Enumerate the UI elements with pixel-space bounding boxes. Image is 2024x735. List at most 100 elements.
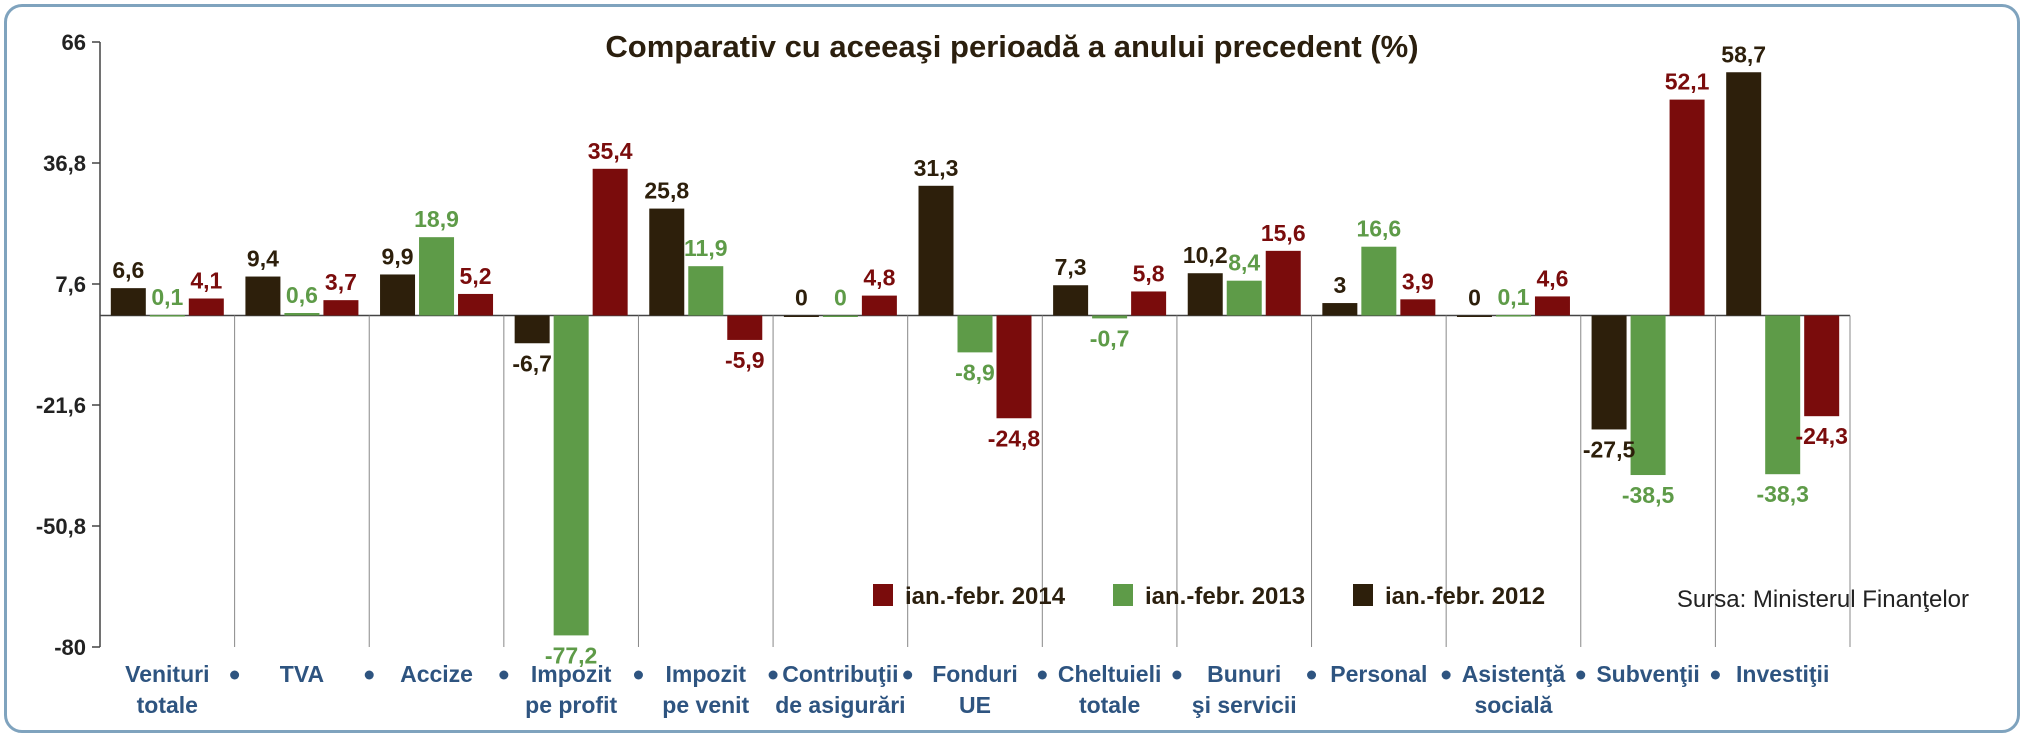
category-label: Personal [1330,661,1427,687]
bar [1187,273,1223,316]
bar [649,208,685,316]
data-label: -0,7 [1090,325,1130,351]
category-label: socială [1474,692,1552,718]
category-label: Cheltuieli [1058,661,1162,687]
bar [688,266,724,316]
bar [1053,285,1089,316]
bar [1131,291,1167,316]
category-label: TVA [280,661,324,687]
y-tick-label: 66 [62,30,86,55]
separator-dot [499,670,509,680]
separator-dot [364,670,374,680]
data-label: 0 [834,284,847,310]
category-label: Impozit [531,661,612,687]
bar [245,276,281,316]
chart-title: Comparativ cu aceeaşi perioadă a anului … [605,29,1418,64]
data-label: 4,1 [190,268,222,294]
data-label: -38,3 [1756,481,1808,507]
data-label: 7,3 [1055,254,1087,280]
bar [822,315,858,317]
data-labels: 6,6 9,4 9,9 -6,7 25,8 0 31,3 7,3 10,2 3 0 -27,5 58,7… [112,41,1848,668]
legend-swatch [1113,584,1133,606]
data-label: 3,9 [1402,268,1434,294]
bar [1804,315,1840,417]
category-label: Venituri [125,661,209,687]
bar [996,315,1032,419]
bar [149,315,185,317]
data-label: 35,4 [588,138,633,164]
data-label: 25,8 [644,178,689,204]
data-label: -5,9 [725,347,765,373]
bar [957,315,993,353]
category-label: şi servicii [1192,692,1297,718]
separator-dot [1441,670,1451,680]
legend-label: ian.-febr. 2013 [1145,583,1305,610]
bar [861,295,897,316]
bar [1630,315,1666,476]
data-label: 9,4 [247,246,279,272]
separator-dot [230,670,240,680]
data-label: 5,2 [460,263,492,289]
data-label: 3 [1333,272,1346,298]
data-label: 18,9 [414,206,459,232]
data-label: -24,3 [1795,423,1847,449]
data-label: 52,1 [1665,69,1710,95]
legend: ian.-febr. 2014 ian.-febr. 2013 ian.-febr.… [873,583,1545,610]
bar [458,293,494,316]
data-label: -77,2 [545,642,597,668]
data-label: 4,8 [863,265,895,291]
bar [727,315,763,340]
chart-frame: Comparativ cu aceeaşi perioadă a anului … [4,4,2020,733]
bar [1534,296,1570,316]
y-tick-label: -50,8 [36,514,86,539]
data-label: 58,7 [1721,41,1766,67]
data-label: 16,6 [1356,216,1401,242]
data-label: 0 [1468,284,1481,310]
separator-dot [1172,670,1182,680]
bar [110,288,146,316]
bar [1765,315,1801,475]
category-label: Fonduri [932,661,1018,687]
data-label: -8,9 [955,359,995,385]
bar [1265,250,1301,316]
bar [1361,246,1397,316]
bar-chart: Comparativ cu aceeaşi perioadă a anului … [36,29,1969,718]
y-tick-label: -21,6 [36,393,86,418]
bar [514,315,550,344]
legend-label: ian.-febr. 2014 [905,583,1066,610]
source-note: Sursa: Ministerul Finanţelor [1677,586,1969,613]
data-label: -24,8 [988,425,1041,451]
bar [284,313,320,316]
category-label: Investiţii [1736,661,1829,687]
data-label: 0,1 [1497,284,1529,310]
category-label: Contribuţii [782,661,898,687]
y-tick-label: -80 [54,635,86,660]
bar [419,237,455,316]
data-label: -38,5 [1622,482,1675,508]
data-label: 4,6 [1536,265,1568,291]
separator-dot [1576,670,1586,680]
category-label: UE [959,692,991,718]
category-label: pe profit [525,692,617,718]
separator-dot [1710,670,1720,680]
separator-dot [768,670,778,680]
data-label: 5,8 [1133,260,1165,286]
data-label: 0,1 [151,284,183,310]
bar [380,274,416,316]
category-label: Subvenţii [1596,661,1700,687]
data-label: -27,5 [1583,436,1636,462]
data-label: 31,3 [914,155,959,181]
legend-label: ian.-febr. 2012 [1385,583,1545,610]
data-label: 0 [795,284,808,310]
bar [553,315,589,636]
separator-dot [1037,670,1047,680]
data-label: 6,6 [112,257,144,283]
data-label: 3,7 [325,269,357,295]
bar [188,298,224,316]
bar [918,185,954,316]
separator-dot [633,670,643,680]
category-labels: Venituri totale TVA Accize Impozit pe profit I… [125,661,1829,718]
category-label: totale [1079,692,1140,718]
bar [323,300,359,316]
bar [1669,99,1705,316]
